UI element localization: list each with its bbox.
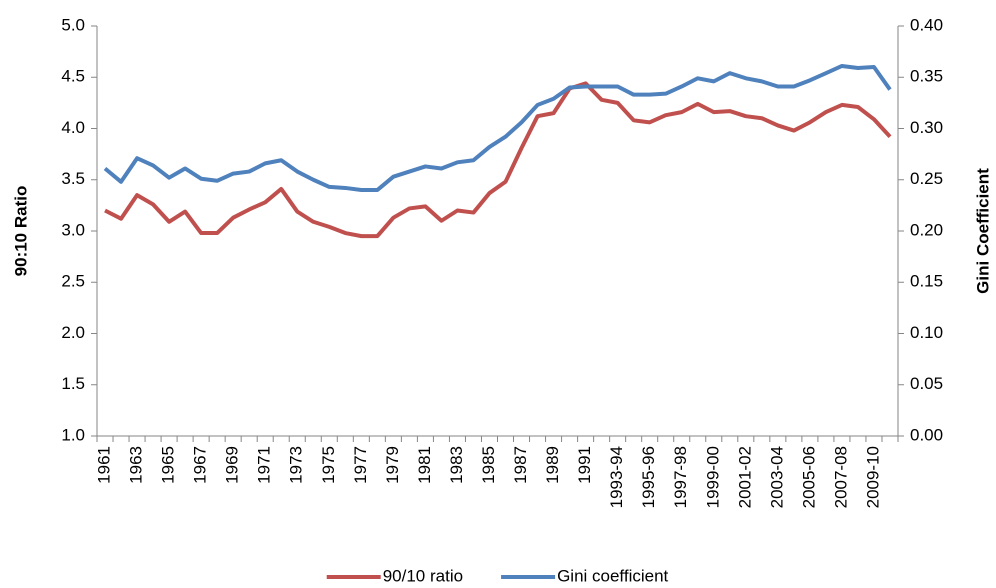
y-tick-label: 2.0 <box>61 323 85 342</box>
x-tick-label: 1979 <box>383 446 402 484</box>
y-tick-label: 1.0 <box>61 425 85 444</box>
y2-tick-label: 0.25 <box>910 169 943 188</box>
x-tick-label: 1969 <box>223 446 242 484</box>
x-tick-label: 2009-10 <box>863 446 882 508</box>
x-tick-label: 1973 <box>287 446 306 484</box>
x-tick-label: 1975 <box>319 446 338 484</box>
x-tick-label: 1981 <box>415 446 434 484</box>
x-tick-label: 2007-08 <box>831 446 850 508</box>
x-tick-label: 1963 <box>127 446 146 484</box>
x-tick-label: 1965 <box>159 446 178 484</box>
y-axis-title: 90:10 Ratio <box>11 186 30 277</box>
x-tick-label: 2003-04 <box>767 446 786 508</box>
x-tick-label: 1985 <box>479 446 498 484</box>
y-tick-label: 4.0 <box>61 118 85 137</box>
x-tick-label: 1971 <box>255 446 274 484</box>
y-tick-label: 3.5 <box>61 169 85 188</box>
x-tick-label: 1989 <box>543 446 562 484</box>
legend-label: Gini coefficient <box>557 566 668 585</box>
x-tick-label: 1997-98 <box>671 446 690 508</box>
y-tick-label: 3.0 <box>61 220 85 239</box>
y-tick-label: 2.5 <box>61 272 85 291</box>
x-tick-label: 1995-96 <box>639 446 658 508</box>
y-tick-label: 1.5 <box>61 374 85 393</box>
x-tick-label: 2001-02 <box>735 446 754 508</box>
x-tick-label: 1999-00 <box>703 446 722 508</box>
y2-tick-label: 0.35 <box>910 67 943 86</box>
x-tick-label: 2005-06 <box>799 446 818 508</box>
y2-tick-label: 0.10 <box>910 323 943 342</box>
y-tick-label: 5.0 <box>61 15 85 34</box>
y2-axis-title: Gini Coefficient <box>973 168 992 294</box>
y2-tick-label: 0.40 <box>910 15 943 34</box>
x-tick-label: 1967 <box>191 446 210 484</box>
x-tick-label: 1991 <box>575 446 594 484</box>
x-tick-label: 1987 <box>511 446 530 484</box>
legend-label: 90/10 ratio <box>383 566 463 585</box>
x-tick-label: 1983 <box>447 446 466 484</box>
y2-tick-label: 0.30 <box>910 118 943 137</box>
y2-tick-label: 0.05 <box>910 374 943 393</box>
x-tick-label: 1977 <box>351 446 370 484</box>
series-line <box>104 81 892 239</box>
y2-tick-label: 0.00 <box>910 425 943 444</box>
y2-tick-label: 0.15 <box>910 272 943 291</box>
y-tick-label: 4.5 <box>61 67 85 86</box>
x-tick-label: 1961 <box>94 446 113 484</box>
x-tick-label: 1993-94 <box>607 446 626 508</box>
series-line <box>103 63 892 192</box>
y2-tick-label: 0.20 <box>910 220 943 239</box>
